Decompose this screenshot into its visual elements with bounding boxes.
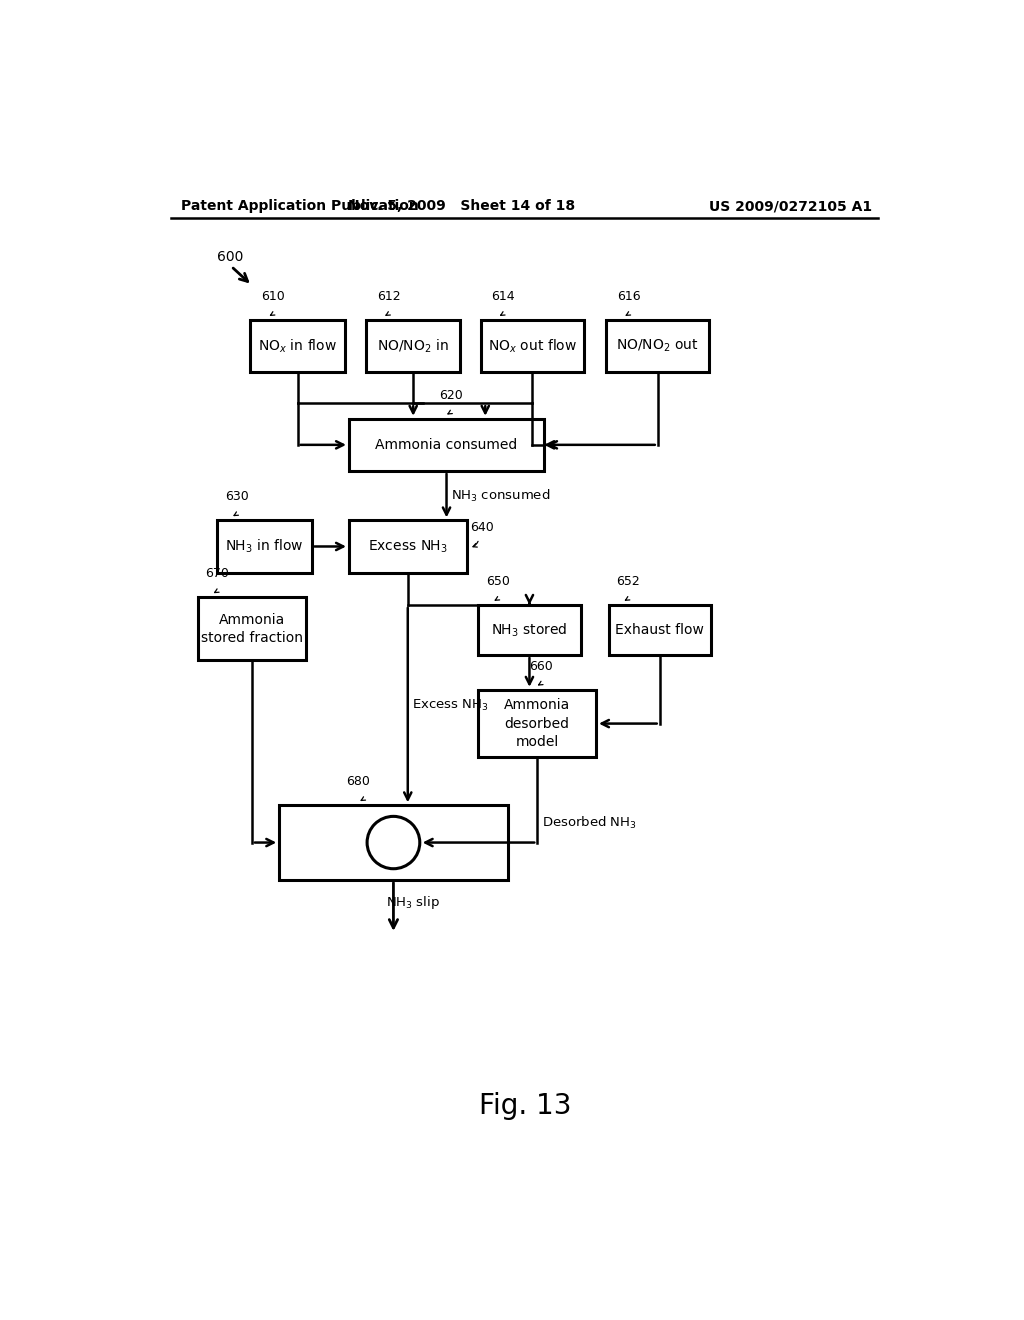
- Text: Desorbed NH$_3$: Desorbed NH$_3$: [542, 816, 637, 832]
- Text: NO$_x$ in flow: NO$_x$ in flow: [258, 338, 337, 355]
- Bar: [251, 321, 345, 372]
- Text: Ammonia consumed: Ammonia consumed: [376, 438, 518, 451]
- Text: 620: 620: [438, 388, 463, 401]
- Text: US 2009/0272105 A1: US 2009/0272105 A1: [709, 199, 872, 213]
- Text: Ammonia
desorbed
model: Ammonia desorbed model: [504, 698, 570, 748]
- Text: Excess NH$_3$: Excess NH$_3$: [368, 539, 447, 554]
- Text: 670: 670: [206, 568, 229, 581]
- Bar: [198, 597, 306, 660]
- Bar: [349, 520, 467, 573]
- Text: 612: 612: [377, 290, 400, 304]
- Text: 650: 650: [486, 576, 510, 589]
- Text: Ammonia
stored fraction: Ammonia stored fraction: [201, 612, 303, 645]
- Text: Exhaust flow: Exhaust flow: [615, 623, 705, 638]
- Text: 600: 600: [217, 249, 244, 264]
- Text: 660: 660: [529, 660, 553, 673]
- Text: Nov. 5, 2009   Sheet 14 of 18: Nov. 5, 2009 Sheet 14 of 18: [348, 199, 574, 213]
- Bar: [608, 605, 711, 655]
- Text: Patent Application Publication: Patent Application Publication: [180, 199, 419, 213]
- Bar: [478, 605, 581, 655]
- Text: 630: 630: [225, 490, 249, 503]
- Bar: [478, 689, 596, 758]
- Text: NO/NO$_2$ out: NO/NO$_2$ out: [616, 338, 699, 355]
- Text: 680: 680: [346, 775, 371, 788]
- Text: 640: 640: [470, 521, 494, 535]
- Text: Excess NH$_3$: Excess NH$_3$: [413, 698, 488, 713]
- Bar: [349, 418, 544, 471]
- Text: 616: 616: [617, 290, 641, 304]
- Text: NH$_3$ stored: NH$_3$ stored: [492, 622, 567, 639]
- Ellipse shape: [367, 816, 420, 869]
- Text: NO$_x$ out flow: NO$_x$ out flow: [487, 338, 577, 355]
- Text: 614: 614: [492, 290, 515, 304]
- Text: NH$_3$ slip: NH$_3$ slip: [386, 894, 439, 911]
- Bar: [217, 520, 311, 573]
- Text: Fig. 13: Fig. 13: [478, 1092, 571, 1119]
- Text: NH$_3$ in flow: NH$_3$ in flow: [225, 537, 304, 556]
- Text: 610: 610: [261, 290, 285, 304]
- Bar: [280, 805, 508, 880]
- Bar: [366, 321, 461, 372]
- Bar: [480, 321, 584, 372]
- Text: NO/NO$_2$ in: NO/NO$_2$ in: [377, 338, 450, 355]
- Text: 652: 652: [616, 576, 640, 589]
- Text: NH$_3$ consumed: NH$_3$ consumed: [452, 487, 551, 504]
- Bar: [606, 321, 710, 372]
